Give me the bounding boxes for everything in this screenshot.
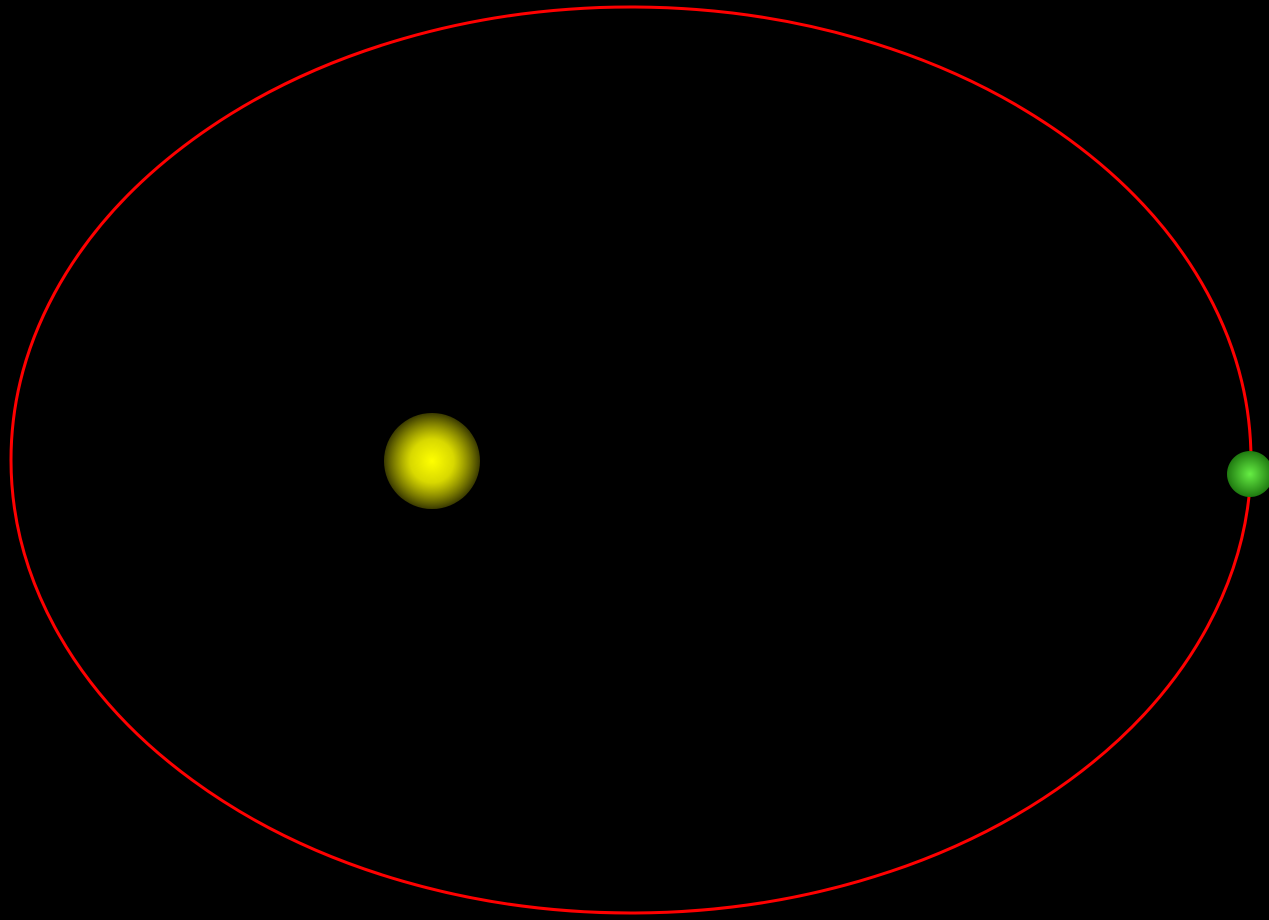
sun-star-icon — [384, 413, 480, 509]
orbiting-planet-icon — [1227, 451, 1269, 497]
